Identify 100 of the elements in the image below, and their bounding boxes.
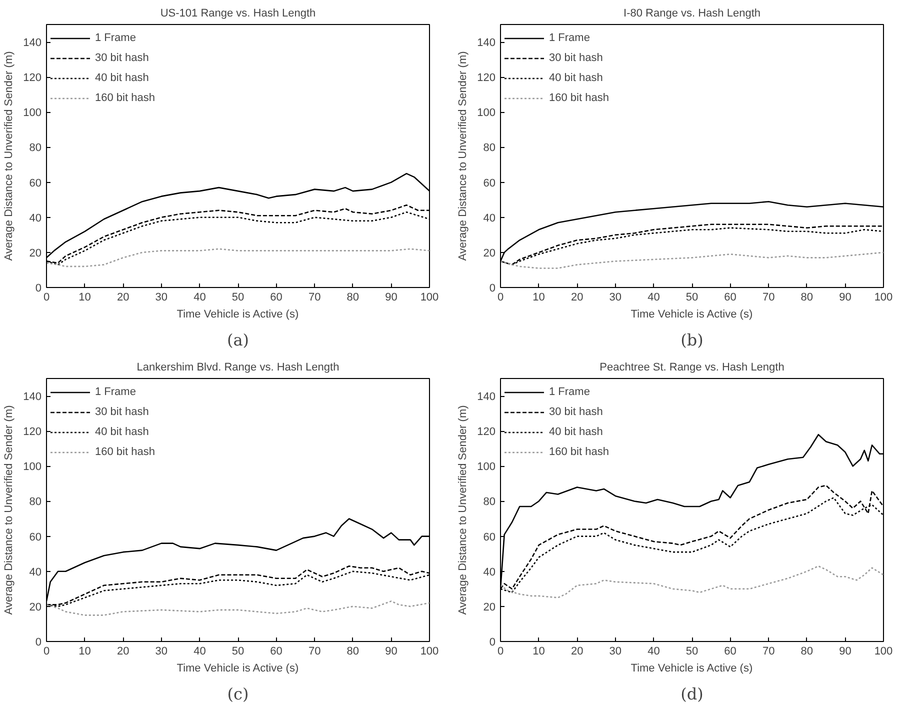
- x-axis-title: Time Vehicle is Active (s): [630, 662, 753, 674]
- x-tick-label: 10: [532, 292, 545, 304]
- x-tick-label: 30: [609, 292, 622, 304]
- y-tick-label: 140: [23, 37, 42, 50]
- y-tick-label: 120: [477, 426, 496, 438]
- y-tick-label: 100: [23, 107, 42, 120]
- legend-label: 40 bit hash: [549, 72, 603, 84]
- y-tick-label: 40: [29, 566, 42, 578]
- y-tick-label: 140: [477, 391, 496, 404]
- y-tick-label: 80: [29, 142, 42, 154]
- x-axis-title: Time Vehicle is Active (s): [176, 662, 299, 674]
- x-tick-label: 80: [800, 292, 814, 304]
- chart-title: Lankershim Blvd. Range vs. Hash Length: [136, 362, 340, 374]
- legend-label: 1 Frame: [95, 386, 136, 398]
- x-axis-title: Time Vehicle is Active (s): [176, 308, 299, 320]
- x-tick-label: 90: [839, 646, 852, 658]
- x-tick-label: 50: [232, 646, 244, 658]
- y-tick-label: 60: [483, 531, 496, 544]
- text: (d): [680, 684, 704, 704]
- y-tick-label: 20: [29, 247, 42, 260]
- y-tick-label: 20: [483, 601, 496, 614]
- legend-label: 160 bit hash: [95, 92, 155, 104]
- x-tick-label: 50: [686, 646, 698, 658]
- x-tick-label: 90: [839, 292, 852, 304]
- x-tick-label: 100: [874, 646, 893, 658]
- legend-label: 30 bit hash: [549, 52, 603, 64]
- legend-label: 1 Frame: [549, 386, 590, 398]
- x-tick-label: 30: [155, 646, 168, 658]
- chart-title: I-80 Range vs. Hash Length: [624, 8, 760, 20]
- legend-label: 1 Frame: [549, 32, 590, 44]
- x-tick-label: 0: [43, 646, 50, 658]
- chart-title: Peachtree St. Range vs. Hash Length: [600, 362, 784, 374]
- legend-label: 40 bit hash: [549, 426, 603, 438]
- x-tick-label: 0: [497, 646, 504, 658]
- x-tick-label: 40: [194, 646, 206, 658]
- x-tick-label: 0: [43, 292, 50, 304]
- y-tick-label: 0: [489, 636, 496, 648]
- y-tick-label: 140: [477, 37, 496, 50]
- y-tick-label: 140: [23, 391, 42, 404]
- text: (b): [680, 330, 704, 350]
- y-tick-label: 60: [483, 177, 496, 190]
- x-tick-label: 60: [724, 292, 736, 304]
- x-tick-label: 100: [420, 646, 439, 658]
- y-tick-label: 80: [483, 142, 496, 154]
- x-tick-label: 70: [308, 646, 321, 658]
- x-tick-label: 10: [532, 646, 545, 658]
- y-tick-label: 60: [29, 531, 42, 544]
- y-tick-label: 100: [477, 107, 496, 120]
- x-tick-label: 90: [385, 646, 398, 658]
- y-axis-title: Average Distance to Unverified Sender (m): [457, 405, 470, 615]
- legend-label: 1 Frame: [95, 32, 136, 44]
- x-tick-label: 20: [570, 646, 584, 658]
- y-tick-label: 60: [29, 177, 42, 190]
- y-axis-title: Average Distance to Unverified Sender (m): [3, 51, 16, 261]
- legend-label: 160 bit hash: [549, 446, 609, 458]
- y-tick-label: 20: [483, 247, 496, 260]
- x-tick-label: 100: [874, 292, 893, 304]
- x-tick-label: 80: [346, 292, 360, 304]
- legend-label: 30 bit hash: [95, 52, 149, 64]
- y-tick-label: 100: [23, 461, 42, 474]
- x-tick-label: 70: [308, 292, 321, 304]
- x-tick-label: 60: [270, 646, 282, 658]
- y-tick-label: 0: [35, 282, 42, 294]
- x-tick-label: 70: [762, 646, 775, 658]
- legend-label: 30 bit hash: [549, 406, 603, 418]
- x-tick-label: 20: [570, 292, 584, 304]
- text: (c): [227, 684, 249, 704]
- y-tick-label: 80: [483, 496, 496, 508]
- text: (a): [226, 330, 250, 350]
- chart-title: US-101 Range vs. Hash Length: [160, 8, 316, 20]
- x-tick-label: 50: [686, 292, 698, 304]
- y-tick-label: 80: [29, 496, 42, 508]
- x-tick-label: 20: [116, 646, 130, 658]
- x-tick-label: 80: [800, 646, 814, 658]
- legend-label: 40 bit hash: [95, 426, 149, 438]
- x-tick-label: 0: [497, 292, 504, 304]
- legend-label: 30 bit hash: [95, 406, 149, 418]
- y-tick-label: 40: [483, 212, 496, 224]
- x-tick-label: 20: [116, 292, 130, 304]
- legend-label: 40 bit hash: [95, 72, 149, 84]
- x-tick-label: 50: [232, 292, 244, 304]
- y-axis-title: Average Distance to Unverified Sender (m): [457, 51, 470, 261]
- y-tick-label: 100: [477, 461, 496, 474]
- legend-label: 160 bit hash: [549, 92, 609, 104]
- y-tick-label: 40: [483, 566, 496, 578]
- x-tick-label: 30: [155, 292, 168, 304]
- y-axis-title: Average Distance to Unverified Sender (m): [3, 405, 16, 615]
- y-tick-label: 0: [489, 282, 496, 294]
- x-tick-label: 60: [724, 646, 736, 658]
- y-tick-label: 40: [29, 212, 42, 224]
- x-tick-label: 10: [78, 292, 91, 304]
- x-tick-label: 60: [270, 292, 282, 304]
- x-tick-label: 100: [420, 292, 439, 304]
- x-tick-label: 40: [648, 292, 660, 304]
- y-tick-label: 120: [477, 72, 496, 84]
- x-tick-label: 70: [762, 292, 775, 304]
- legend-label: 160 bit hash: [95, 446, 155, 458]
- x-axis-title: Time Vehicle is Active (s): [630, 308, 753, 320]
- y-tick-label: 120: [23, 426, 42, 438]
- x-tick-label: 10: [78, 646, 91, 658]
